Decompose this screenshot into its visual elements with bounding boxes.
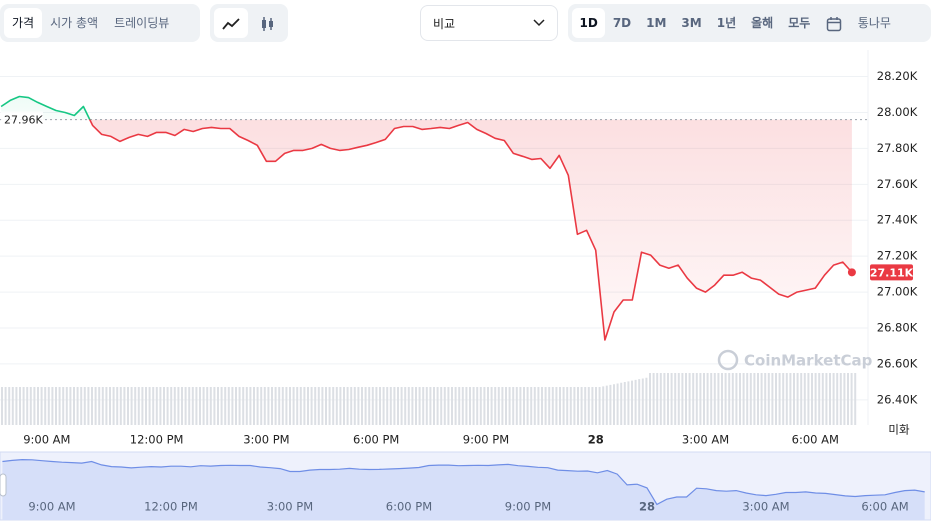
chart-type-group	[210, 4, 288, 42]
range-button[interactable]: 1년	[716, 16, 737, 30]
current-price-badge	[870, 264, 913, 281]
candle-chart-button[interactable]	[252, 8, 284, 38]
baseline-label-bg	[1, 111, 43, 128]
y-tick-label: 28.00K	[877, 105, 918, 119]
x-tick-label: 28	[588, 433, 604, 447]
watermark: CoinMarketCap	[717, 349, 873, 371]
navigator-tick-label: 6:00 AM	[861, 500, 908, 514]
price-line	[0, 95, 853, 341]
navigator-tick-label: 9:00 AM	[28, 500, 75, 514]
y-tick-label: 27.80K	[877, 141, 918, 155]
y-tick-label: 27.40K	[877, 213, 918, 227]
navigator-area	[2, 459, 925, 520]
tab[interactable]: 시가 총액	[50, 16, 99, 30]
navigator-tick-label: 3:00 AM	[742, 500, 789, 514]
x-tick-label: 12:00 PM	[130, 433, 184, 447]
range-button[interactable]: 모두	[788, 16, 811, 30]
y-tick-label: 26.40K	[877, 392, 918, 406]
watermark-text: CoinMarketCap	[744, 352, 873, 370]
compare-dropdown[interactable]: 비교	[420, 5, 558, 41]
x-tick-label: 9:00 AM	[23, 433, 70, 447]
tab[interactable]: 트레이딩뷰	[114, 16, 170, 30]
y-tick-label: 27.60K	[877, 177, 918, 191]
range-group: 1D 7D 1M 3M 1년 올해 모두 통나무	[568, 4, 931, 42]
navigator-tick-label: 12:00 PM	[144, 500, 198, 514]
log-button[interactable]: 통나무	[857, 16, 891, 30]
y-tick-label: 26.60K	[877, 356, 918, 370]
y-tick-label: 28.20K	[877, 69, 918, 83]
navigator-handle[interactable]	[0, 473, 7, 497]
line-chart-button[interactable]	[214, 8, 248, 38]
x-tick-label: 9:00 PM	[463, 433, 509, 447]
x-tick-label: 3:00 PM	[243, 433, 289, 447]
range-button[interactable]: 1D	[572, 8, 606, 38]
calendar-button[interactable]	[818, 8, 850, 38]
navigator-tick-label: 3:00 PM	[267, 500, 313, 514]
area-fill	[1, 96, 852, 340]
x-tick-label: 3:00 AM	[682, 433, 729, 447]
navigator-line	[2, 458, 925, 506]
x-tick-label: 6:00 PM	[353, 433, 399, 447]
y-unit-label: 미화	[888, 423, 910, 437]
tab[interactable]: 가격	[4, 8, 43, 38]
y-tick-label: 27.20K	[877, 249, 918, 263]
baseline-label: 27.96K	[4, 114, 43, 127]
x-tick-label: 6:00 AM	[792, 433, 839, 447]
navigator-tick-label: 9:00 PM	[505, 500, 551, 514]
y-tick-label: 27.00K	[877, 285, 918, 299]
y-tick-label: 26.80K	[877, 321, 918, 335]
navigator-tick-label: 28	[639, 500, 655, 514]
volume-bars	[1, 373, 857, 425]
compare-label: 비교	[433, 16, 456, 31]
last-point	[847, 268, 856, 277]
toolbar: 가격 시가 총액 트레이딩뷰 비교 1D 7D 1M 3M 1년 올해 모두 통나무	[0, 0, 931, 45]
range-button[interactable]: 7D	[612, 16, 632, 30]
watermark-logo	[717, 349, 739, 371]
range-button[interactable]: 올해	[751, 16, 774, 30]
current-price-label: 27.11K	[870, 266, 914, 279]
tab-group: 가격 시가 총액 트레이딩뷰	[0, 4, 200, 42]
range-button[interactable]: 1M	[646, 16, 667, 30]
navigator-tick-label: 6:00 PM	[386, 500, 432, 514]
range-button[interactable]: 3M	[681, 16, 702, 30]
